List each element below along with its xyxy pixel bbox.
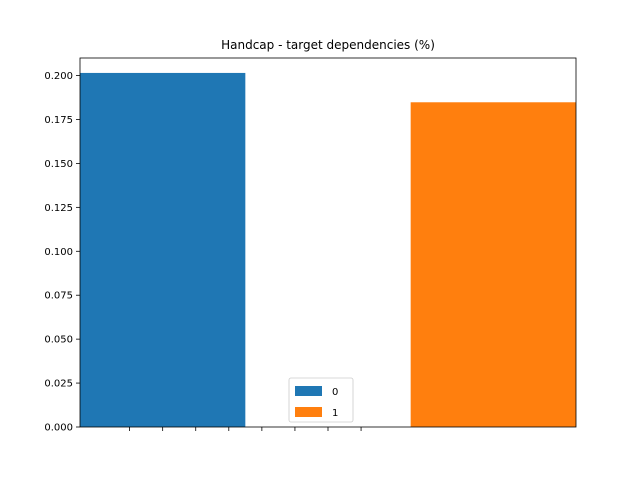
bar-0 (80, 72, 246, 427)
legend: 01 (288, 377, 354, 423)
legend-swatch-1 (295, 407, 322, 417)
y-axis: 0.000 0.025 0.050 0.075 0.100 0.125 0.150 0.175… (44, 71, 80, 434)
bar-1 (410, 102, 576, 427)
x-axis (129, 427, 362, 431)
y-tick-label: 0.200 (44, 71, 73, 82)
y-tick-label: 0.150 (44, 159, 73, 170)
y-tick-label: 0.000 (44, 423, 73, 434)
y-tick-label: 0.025 (44, 379, 73, 390)
y-tick-label: 0.050 (44, 335, 73, 346)
chart-title: Handcap - target dependencies (%) (221, 38, 435, 52)
y-tick-label: 0.075 (44, 291, 73, 302)
legend-label-1: 1 (332, 408, 338, 419)
y-tick-label: 0.175 (44, 115, 73, 126)
y-tick-label: 0.100 (44, 247, 73, 258)
legend-label-0: 0 (332, 387, 338, 398)
plot-frame (79, 57, 577, 428)
y-tick-label: 0.125 (44, 203, 73, 214)
legend-swatch-0 (295, 386, 322, 396)
bars-layer (80, 72, 576, 427)
